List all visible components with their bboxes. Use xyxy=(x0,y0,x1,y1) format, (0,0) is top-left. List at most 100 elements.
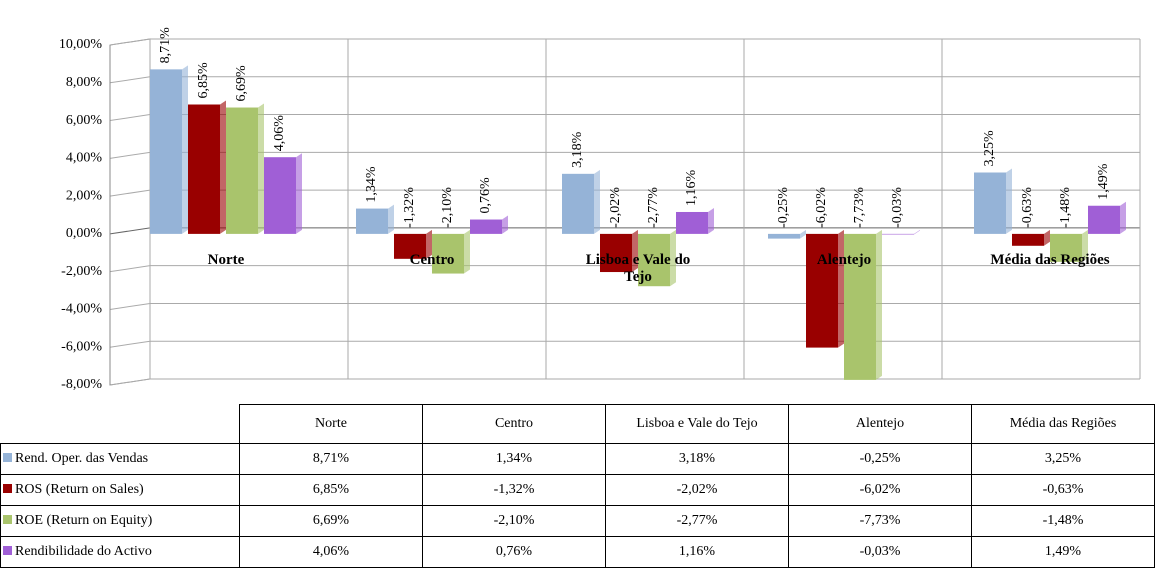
data-label: -0,03% xyxy=(890,187,905,228)
table-header: Norte Centro Lisboa e Vale do Tejo Alentejo… xyxy=(0,404,1155,444)
table-cell: 6,69% xyxy=(239,505,423,537)
bar-side xyxy=(296,153,302,234)
bar-side xyxy=(670,229,676,287)
data-label: -0,25% xyxy=(776,187,791,228)
data-label: 3,18% xyxy=(570,131,585,168)
category-label: Centro xyxy=(409,251,455,268)
table-cell: 3,18% xyxy=(605,443,789,475)
legend-swatch xyxy=(3,546,12,555)
grid-line xyxy=(109,38,1140,46)
bar xyxy=(1050,233,1082,262)
category-label: Média das Regiões xyxy=(990,251,1110,268)
bar xyxy=(638,233,670,287)
corner xyxy=(0,404,240,444)
bar-side xyxy=(1082,229,1088,262)
legend-entry: ROE (Return on Equity) xyxy=(0,505,240,537)
bar-side xyxy=(838,229,844,348)
bar xyxy=(394,233,426,259)
bar-side xyxy=(258,103,264,234)
table-cell: -0,03% xyxy=(788,536,972,568)
bar xyxy=(600,233,632,273)
legend-label: ROE (Return on Equity) xyxy=(15,513,153,528)
bar xyxy=(1088,205,1120,234)
y-tick-label: -2,00% xyxy=(61,264,102,279)
grid-line xyxy=(109,340,1140,348)
bar-side xyxy=(632,229,638,273)
table-cell: -7,73% xyxy=(788,505,972,537)
bar-side xyxy=(876,229,882,380)
table-cell: -2,02% xyxy=(605,474,789,506)
data-label: -0,63% xyxy=(1020,187,1035,228)
table-cell: -0,63% xyxy=(971,474,1155,506)
column-header: Lisboa e Vale do Tejo xyxy=(605,404,789,444)
data-label: -2,10% xyxy=(440,187,455,228)
column-header: Média das Regiões xyxy=(971,404,1155,444)
data-table: Norte Centro Lisboa e Vale do Tejo Alentejo… xyxy=(0,404,1155,568)
table-cell: 8,71% xyxy=(239,443,423,475)
data-label: -1,32% xyxy=(402,187,417,228)
bar xyxy=(470,219,502,234)
bar xyxy=(562,173,594,234)
table-cell: 1,49% xyxy=(971,536,1155,568)
legend-swatch xyxy=(3,515,12,524)
data-label: -1,48% xyxy=(1058,187,1073,228)
data-label: 6,69% xyxy=(234,65,249,102)
bar xyxy=(844,233,876,380)
data-label: 1,49% xyxy=(1096,163,1111,200)
y-tick-label: -4,00% xyxy=(61,302,102,317)
column-header: Centro xyxy=(422,404,606,444)
bar-side xyxy=(464,229,470,274)
table-cell: -2,77% xyxy=(605,505,789,537)
category-label: Alentejo xyxy=(816,251,872,268)
grid-line xyxy=(109,302,1140,310)
bar-side xyxy=(1006,168,1012,234)
table-row: ROE (Return on Equity) 6,69% -2,10% -2,77% -… xyxy=(0,505,1155,537)
legend-label: Rend. Oper. das Vendas xyxy=(15,451,149,466)
bar-side xyxy=(388,204,394,234)
grid-line xyxy=(109,378,1140,386)
bar-side xyxy=(1120,201,1126,234)
data-label: -6,02% xyxy=(814,187,829,228)
data-label: 4,06% xyxy=(272,115,287,152)
table-row: Rendibilidade do Activo 4,06% 0,76% 1,16% -0… xyxy=(0,536,1155,568)
grid-line xyxy=(109,114,1140,122)
table-cell: 1,34% xyxy=(422,443,606,475)
y-tick-label: 2,00% xyxy=(66,188,103,203)
table-cell: -1,32% xyxy=(422,474,606,506)
bar-side xyxy=(914,229,920,235)
table-row: Rend. Oper. das Vendas 8,71% 1,34% 3,18% -0,… xyxy=(0,443,1155,475)
data-label: 0,76% xyxy=(478,177,493,214)
category-label: Lisboa e Vale do Tejo xyxy=(585,251,691,285)
bar-side xyxy=(426,229,432,259)
bar xyxy=(264,157,296,234)
chart: -8,00% -6,00% -4,00% -2,00% 0,00% 2,00% 4,00% 6… xyxy=(59,27,1141,392)
data-label: 3,25% xyxy=(982,130,997,167)
table-cell: 4,06% xyxy=(239,536,423,568)
y-tick-label: 10,00% xyxy=(59,37,103,52)
legend-label: Rendibilidade do Activo xyxy=(15,544,152,559)
legend-swatch xyxy=(3,484,12,493)
bar xyxy=(882,233,914,235)
legend-entry: Rend. Oper. das Vendas xyxy=(0,443,240,475)
y-tick-label: -6,00% xyxy=(61,339,102,354)
data-label: 1,16% xyxy=(684,169,699,206)
column-header: Alentejo xyxy=(788,404,972,444)
bar xyxy=(806,233,838,348)
bar-side xyxy=(502,215,508,234)
table-cell: 1,16% xyxy=(605,536,789,568)
data-label: 8,71% xyxy=(158,27,173,64)
table-cell: -0,25% xyxy=(788,443,972,475)
bar xyxy=(150,69,182,234)
table-cell: -6,02% xyxy=(788,474,972,506)
bar xyxy=(356,208,388,234)
data-label: -7,73% xyxy=(852,187,867,228)
bar-side xyxy=(594,169,600,234)
data-label: -2,02% xyxy=(608,187,623,228)
legend-swatch xyxy=(3,453,12,462)
table-cell: 0,76% xyxy=(422,536,606,568)
y-tick-label: 0,00% xyxy=(66,226,103,241)
bar-side xyxy=(182,65,188,234)
bar-side xyxy=(800,229,806,239)
y-tick-label: 4,00% xyxy=(66,151,103,166)
